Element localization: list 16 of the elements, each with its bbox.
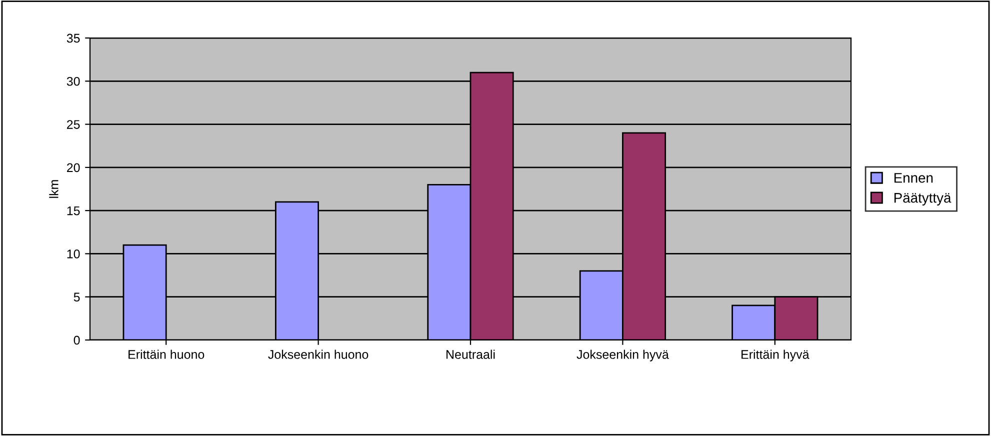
y-tick-label: 15 [67, 206, 80, 216]
legend-label: Ennen [894, 173, 933, 183]
x-tick-label: Jokseenkin huono [268, 350, 368, 359]
x-tick-label: Neutraali [446, 350, 495, 359]
x-tick-label: Jokseenkin hyvä [576, 350, 669, 362]
y-tick-label: 20 [67, 163, 80, 172]
x-tick-label: Erittäin huono [128, 350, 204, 359]
x-tick-label: Erittäin hyvä [742, 350, 810, 362]
y-tick-label: 35 [66, 34, 80, 43]
y-tick-label: 0 [74, 336, 80, 345]
legend-label: Päätyttyä [894, 193, 952, 206]
y-tick-label: 10 [67, 250, 80, 258]
y-tick-label: 25 [67, 120, 80, 129]
y-axis-title: lkm [49, 180, 58, 198]
y-tick-label: 5 [74, 292, 80, 302]
y-tick-label: 30 [66, 76, 80, 86]
